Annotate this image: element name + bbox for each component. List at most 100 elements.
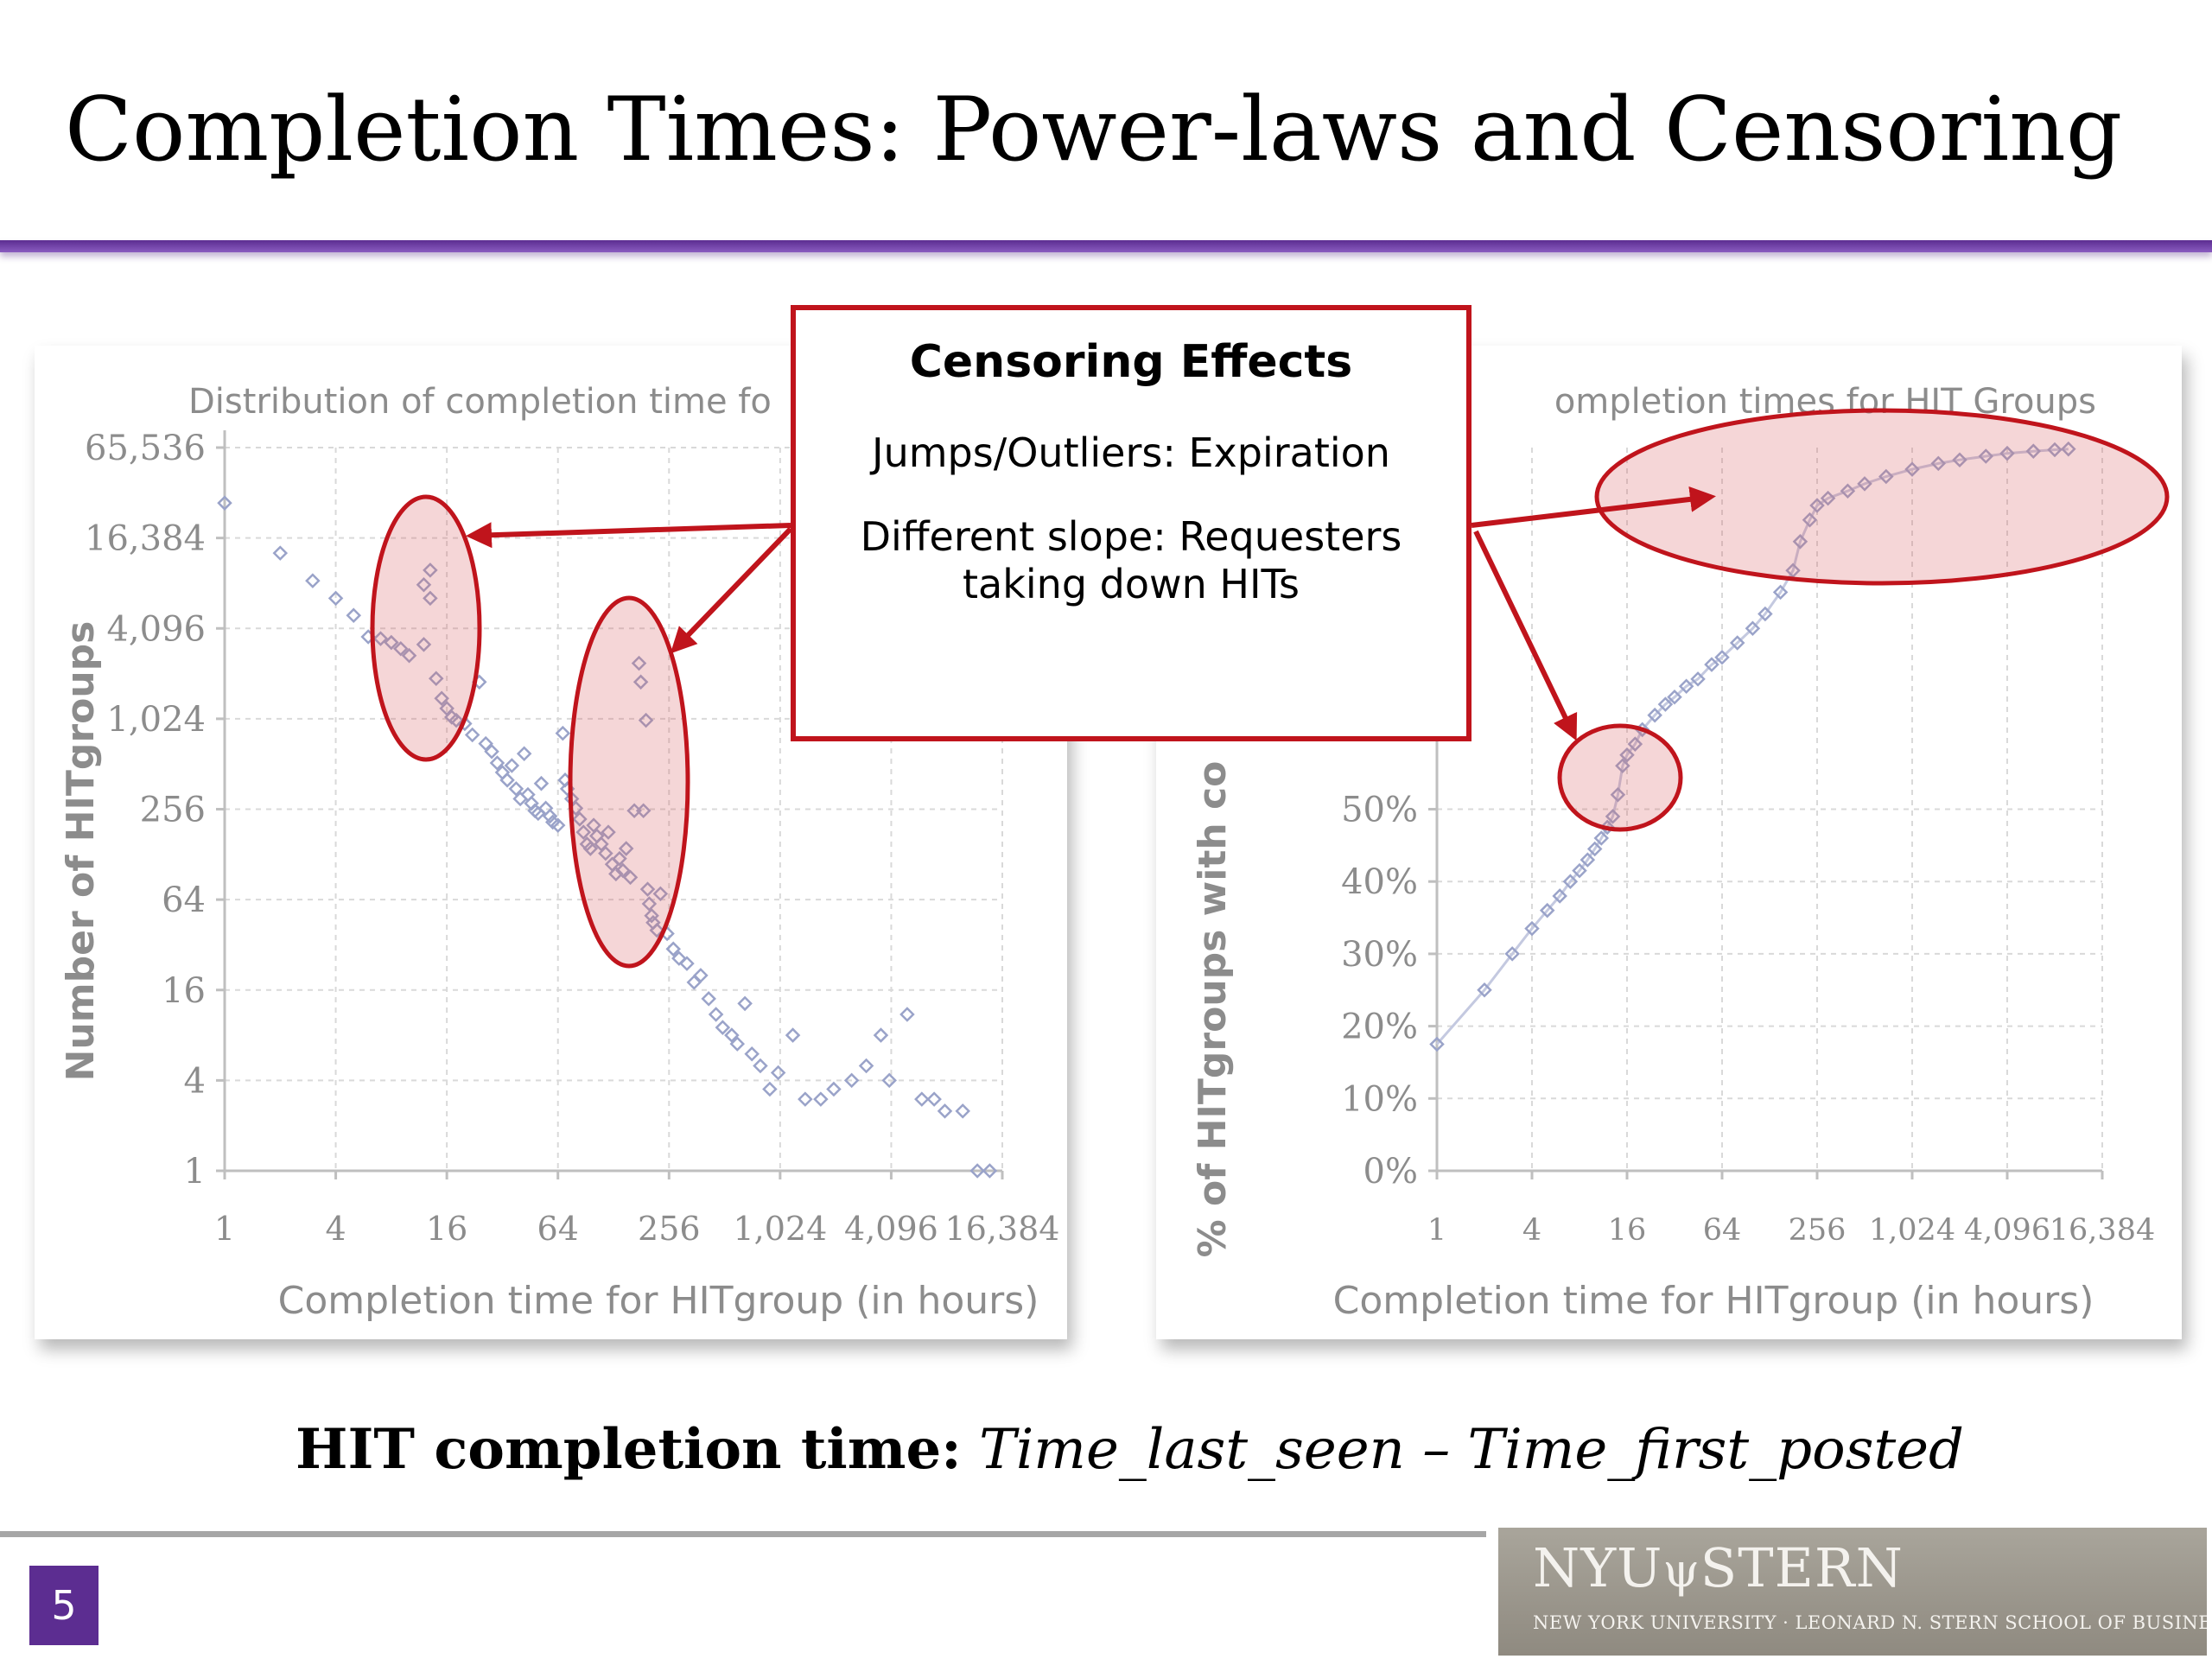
data-point xyxy=(937,1103,953,1119)
logo-subtitle: NEW YORK UNIVERSITY · LEONARD N. STERN S… xyxy=(1533,1612,2207,1633)
data-point xyxy=(1429,1036,1445,1052)
data-point xyxy=(416,576,432,593)
data-point xyxy=(346,607,362,623)
x-tick-label: 1 xyxy=(214,1210,235,1248)
data-point xyxy=(484,743,499,760)
y-tick-label: 4 xyxy=(184,1061,206,1101)
data-point xyxy=(423,563,438,578)
data-point xyxy=(1552,888,1567,904)
logo-stern: STERN xyxy=(1700,1536,1904,1599)
x-tick-label: 256 xyxy=(1789,1213,1847,1248)
data-point xyxy=(1745,620,1761,637)
data-point xyxy=(639,881,656,897)
data-point xyxy=(1714,649,1730,665)
y-tick-label: 1,024 xyxy=(106,700,206,740)
data-point xyxy=(550,817,566,833)
x-tick-label: 1 xyxy=(1427,1213,1446,1248)
formula-label: HIT completion time: xyxy=(296,1417,962,1482)
data-point xyxy=(542,808,558,824)
data-point xyxy=(601,824,616,840)
data-point xyxy=(631,655,647,671)
data-point xyxy=(555,725,571,741)
data-point xyxy=(428,671,444,686)
x-tick-label: 64 xyxy=(1703,1213,1742,1248)
data-point xyxy=(770,1065,786,1081)
y-tick-label: 65,536 xyxy=(85,429,206,468)
y-tick-label: 10% xyxy=(1341,1079,1418,1119)
data-point xyxy=(489,755,505,771)
data-point xyxy=(632,674,649,690)
data-point xyxy=(1772,584,1789,601)
x-tick-label: 16 xyxy=(1608,1213,1647,1248)
data-point xyxy=(575,824,592,840)
data-point xyxy=(982,1163,998,1179)
y-tick-label: 50% xyxy=(1341,791,1418,830)
x-axis-label: Completion time for HITgroup (in hours) xyxy=(1333,1279,2094,1323)
data-point xyxy=(715,1020,731,1035)
data-point xyxy=(858,1058,874,1074)
data-point xyxy=(926,1091,942,1107)
data-point xyxy=(1562,874,1579,889)
callout-line-slope-a: Different slope: Requesters xyxy=(860,513,1402,561)
footer-divider xyxy=(0,1531,1486,1537)
y-axis-label: Number of HITgroups xyxy=(59,621,103,1082)
x-tick-label: 4 xyxy=(325,1210,346,1248)
data-point xyxy=(813,1091,829,1107)
data-point xyxy=(881,1072,897,1089)
data-point xyxy=(423,590,438,607)
data-point xyxy=(693,968,709,983)
nyu-stern-logo: NYUψSTERN NEW YORK UNIVERSITY · LEONARD … xyxy=(1498,1528,2207,1656)
data-point xyxy=(762,1081,778,1097)
x-axis-label: Completion time for HITgroup (in hours) xyxy=(278,1279,1039,1323)
data-point xyxy=(843,1072,860,1089)
data-point xyxy=(729,1036,746,1052)
data-point xyxy=(533,775,550,791)
y-tick-label: 30% xyxy=(1341,935,1418,975)
data-point xyxy=(1657,696,1674,712)
y-tick-label: 0% xyxy=(1363,1152,1418,1192)
x-tick-label: 16,384 xyxy=(945,1210,1060,1248)
data-point xyxy=(1572,862,1587,879)
data-point xyxy=(508,781,524,797)
data-point xyxy=(272,545,289,561)
x-tick-label: 1,024 xyxy=(1869,1213,1955,1248)
y-tick-label: 16,384 xyxy=(85,519,206,559)
x-tick-label: 16 xyxy=(426,1210,467,1248)
data-point xyxy=(1593,830,1610,846)
data-point xyxy=(1524,920,1540,937)
data-point xyxy=(638,712,654,728)
data-point xyxy=(899,1007,915,1022)
data-point xyxy=(537,800,554,817)
x-tick-label: 4,096 xyxy=(1964,1213,2050,1248)
data-point xyxy=(873,1027,889,1043)
data-point xyxy=(652,886,669,902)
chart-title: Distribution of completion time fo xyxy=(188,382,772,422)
data-point xyxy=(612,850,627,867)
y-tick-label: 64 xyxy=(162,880,206,920)
data-point xyxy=(914,1091,930,1107)
data-point xyxy=(360,629,376,645)
x-tick-label: 256 xyxy=(638,1210,701,1248)
data-point xyxy=(516,746,532,761)
data-point xyxy=(305,573,321,588)
formula-expression: Time_last_seen – Time_first_posted xyxy=(979,1418,1964,1482)
formula-line: HIT completion time: Time_last_seen – Ti… xyxy=(0,1417,2212,1482)
x-tick-label: 16,384 xyxy=(2050,1213,2155,1248)
y-tick-label: 1 xyxy=(184,1152,206,1192)
page-number: 5 xyxy=(29,1566,99,1645)
chart-title: ompletion times for HIT Groups xyxy=(1554,382,2096,422)
y-tick-label: 256 xyxy=(140,791,206,830)
data-point xyxy=(753,1058,768,1074)
callout-line-expiration: Jumps/Outliers: Expiration xyxy=(872,429,1390,476)
x-tick-label: 64 xyxy=(537,1210,579,1248)
data-point xyxy=(1704,657,1719,672)
data-point xyxy=(737,995,753,1012)
data-point xyxy=(1678,678,1694,694)
y-tick-label: 4,096 xyxy=(106,609,206,649)
data-point xyxy=(1690,671,1706,687)
data-point xyxy=(1647,707,1662,723)
data-point xyxy=(499,772,515,788)
data-point xyxy=(724,1027,740,1043)
data-point xyxy=(708,1007,724,1022)
